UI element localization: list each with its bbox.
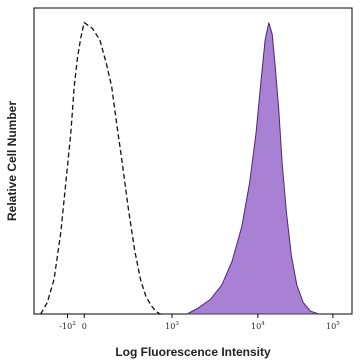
series-layer [40,21,320,315]
stained-histogram-area [186,22,320,315]
control-histogram-line [40,21,165,315]
plot-frame [33,7,353,315]
x-tick-label: -102 [59,321,75,331]
x-tick-label: 104 [251,321,265,331]
x-tick-label: 105 [326,321,340,331]
x-ticks: -102 0 103 104 105 [59,314,340,331]
x-tick-label: 103 [165,321,179,331]
y-axis-label: Relative Cell Number [5,101,19,221]
x-tick-label: 0 [82,322,87,331]
x-axis-label: Log Fluorescence Intensity [115,345,271,359]
